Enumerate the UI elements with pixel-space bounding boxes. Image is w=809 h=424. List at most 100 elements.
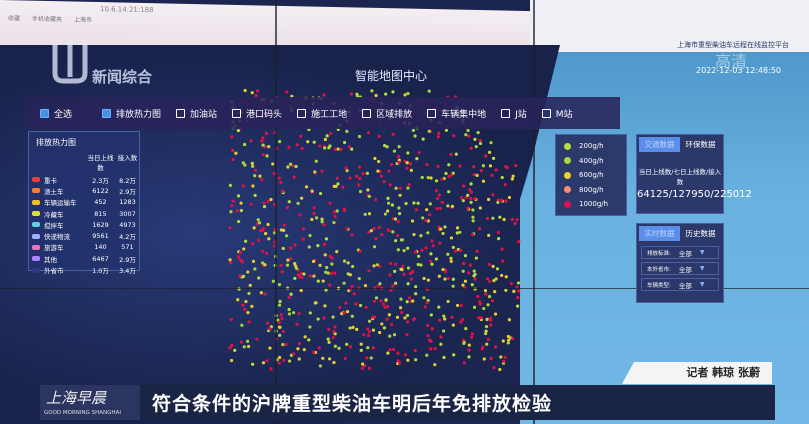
vehicle-row[interactable]: 其他 6467 2.9万 xyxy=(32,253,136,264)
url-bar[interactable]: 10.6.14.21:188 xyxy=(100,5,154,15)
bookmark[interactable]: 收藏 xyxy=(8,15,21,23)
heat-point xyxy=(295,143,299,147)
vehicle-row[interactable]: 冷藏车 815 3007 xyxy=(32,208,136,219)
heat-point xyxy=(388,183,392,187)
checkbox-icon[interactable] xyxy=(297,108,307,118)
tab-traffic-data[interactable]: 交通数据 xyxy=(639,137,680,152)
heat-point xyxy=(322,93,326,97)
heat-point xyxy=(414,358,418,362)
checkbox-icon[interactable] xyxy=(427,108,437,118)
layer-checkbox[interactable]: 区域排放 xyxy=(362,107,412,120)
heat-point xyxy=(458,248,463,253)
heat-point xyxy=(370,89,374,93)
heat-point xyxy=(494,168,498,172)
filter-select[interactable]: 车辆类型: 全部 ▼ xyxy=(641,278,719,291)
heat-point xyxy=(462,184,466,188)
checkbox-icon[interactable] xyxy=(102,108,112,118)
heat-point xyxy=(463,279,468,283)
tab-history[interactable]: 历史数据 xyxy=(685,229,716,238)
heat-point xyxy=(417,254,421,258)
heat-point xyxy=(403,316,407,320)
heat-point xyxy=(385,317,389,321)
heat-point xyxy=(239,208,244,213)
heat-point xyxy=(416,262,420,267)
heat-point xyxy=(506,341,510,345)
heat-point xyxy=(444,171,448,176)
filter-select[interactable]: 本外省市: 全部 ▼ xyxy=(641,262,719,275)
heat-point xyxy=(438,206,442,210)
vehicle-row[interactable]: 快递物流 9561 4.2万 xyxy=(32,230,136,241)
checkbox-icon[interactable] xyxy=(501,108,511,118)
filter-value: 全部 xyxy=(678,281,692,290)
heat-point xyxy=(470,283,474,287)
heat-point xyxy=(361,172,365,176)
checkbox-icon[interactable] xyxy=(541,108,551,118)
layer-checkbox[interactable]: 全选 xyxy=(40,107,72,120)
bookmark[interactable]: 手机收藏夹 xyxy=(32,15,63,24)
checkbox-icon[interactable] xyxy=(40,108,49,118)
layer-checkbox[interactable]: 施工工地 xyxy=(297,107,347,120)
heat-point xyxy=(342,140,347,145)
heat-point xyxy=(281,329,285,333)
vehicle-row[interactable]: 搅拌车 1629 4973 xyxy=(32,219,136,230)
heat-point xyxy=(345,226,349,231)
layer-checkbox[interactable]: M站 xyxy=(541,107,573,120)
heat-point xyxy=(443,317,447,321)
layer-checkbox[interactable]: 排放热力图 xyxy=(102,107,161,120)
heat-point xyxy=(244,299,248,304)
vehicle-row[interactable]: 重卡 2.3万 8.2万 xyxy=(32,174,136,185)
heat-point xyxy=(507,195,512,200)
layer-checkbox[interactable]: 加油站 xyxy=(176,107,217,120)
heat-point xyxy=(248,283,252,287)
heat-point xyxy=(439,342,443,346)
heat-point xyxy=(486,303,490,307)
filter-select[interactable]: 排放标准: 全部 ▼ xyxy=(641,246,719,259)
heat-point xyxy=(415,157,419,161)
heat-point xyxy=(388,273,392,277)
heat-point xyxy=(476,294,480,299)
heat-point xyxy=(239,340,244,344)
checkbox-icon[interactable] xyxy=(362,108,372,118)
checkbox-icon[interactable] xyxy=(176,108,186,118)
heat-point xyxy=(388,348,392,352)
vehicle-row[interactable]: 外省市 1.0万 3.4万 xyxy=(32,264,136,275)
layer-checkbox[interactable]: 车辆集中地 xyxy=(427,107,486,120)
heat-point xyxy=(336,147,340,151)
heat-point xyxy=(256,238,261,242)
heat-point xyxy=(391,217,395,221)
heat-point xyxy=(496,200,500,205)
legend-dot-icon xyxy=(564,171,571,179)
heat-point xyxy=(376,169,380,173)
vehicle-icon xyxy=(32,267,40,273)
heat-point xyxy=(494,277,498,281)
tab-realtime[interactable]: 实时数据 xyxy=(639,226,680,241)
heat-point xyxy=(342,259,347,263)
heat-point xyxy=(389,288,393,292)
heat-point xyxy=(437,225,441,229)
heat-point xyxy=(406,282,410,286)
heat-point xyxy=(417,151,421,155)
vehicle-row[interactable]: 旅游车 140 571 xyxy=(32,242,136,253)
layer-checkbox[interactable]: 港口码头 xyxy=(232,107,282,120)
heat-point xyxy=(449,259,453,263)
access-count: 4973 xyxy=(119,220,136,229)
heat-point xyxy=(233,348,237,353)
heat-point xyxy=(298,213,302,217)
heat-point xyxy=(253,168,258,173)
channel-logo-icon xyxy=(52,39,88,84)
bookmark[interactable]: 上海市 xyxy=(74,16,93,24)
layer-checkbox[interactable]: J站 xyxy=(501,107,527,120)
heat-point xyxy=(236,298,240,302)
checkbox-icon[interactable] xyxy=(232,108,242,118)
legend-item: 200g/h xyxy=(564,139,618,154)
heat-point xyxy=(501,339,505,343)
heat-legend: 200g/h 400g/h 600g/h 800g/h 1000g/h xyxy=(555,134,627,216)
tab-env-data[interactable]: 环保数据 xyxy=(685,140,716,149)
vehicle-row[interactable]: 渣土车 6122 2.9万 xyxy=(32,185,136,196)
heat-point xyxy=(312,212,316,216)
heat-point xyxy=(271,162,275,166)
heat-point xyxy=(299,134,303,138)
heat-point xyxy=(346,261,350,265)
heat-point xyxy=(253,267,257,271)
vehicle-row[interactable]: 车辆运输车 452 1283 xyxy=(32,197,136,208)
